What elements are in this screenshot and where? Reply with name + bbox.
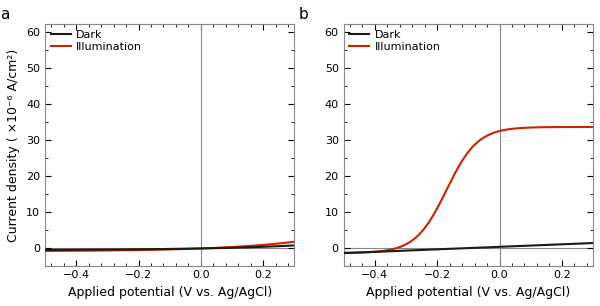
Illumination [154, 248, 161, 252]
Dark [453, 247, 460, 250]
X-axis label: Applied potential (V vs. Ag/AgCl): Applied potential (V vs. Ag/AgCl) [68, 286, 272, 299]
Legend: Dark, Illumination: Dark, Illumination [347, 28, 443, 54]
Illumination [208, 246, 215, 250]
Y-axis label: Current density ( ×10⁻⁶ A/cm²): Current density ( ×10⁻⁶ A/cm²) [7, 48, 20, 242]
Dark [208, 246, 215, 250]
Illumination [384, 248, 391, 252]
Dark [487, 245, 494, 249]
Dark [528, 244, 535, 247]
Dark [188, 247, 196, 251]
Illumination [106, 248, 113, 252]
Text: b: b [299, 7, 308, 22]
Illumination [506, 127, 514, 131]
Illumination [340, 251, 347, 255]
Dark [41, 248, 49, 252]
Line: Illumination: Illumination [45, 242, 295, 251]
Legend: Dark, Illumination: Dark, Illumination [49, 28, 145, 54]
Line: Dark: Dark [344, 243, 593, 253]
Dark [589, 241, 596, 245]
Illumination [291, 240, 298, 244]
Dark [291, 244, 298, 247]
Illumination [589, 125, 596, 129]
Dark [384, 249, 391, 253]
X-axis label: Applied potential (V vs. Ag/AgCl): Applied potential (V vs. Ag/AgCl) [366, 286, 571, 299]
Dark [340, 251, 347, 255]
Line: Dark: Dark [45, 245, 295, 250]
Illumination [404, 241, 412, 245]
Illumination [229, 245, 236, 249]
Text: a: a [0, 7, 10, 22]
Illumination [487, 132, 494, 136]
Dark [506, 244, 514, 248]
Dark [106, 248, 113, 251]
Illumination [528, 126, 535, 129]
Dark [154, 247, 161, 251]
Illumination [41, 249, 49, 253]
Dark [86, 248, 93, 252]
Dark [229, 246, 236, 250]
Dark [404, 249, 412, 252]
Illumination [453, 169, 460, 172]
Line: Illumination: Illumination [344, 127, 593, 253]
Illumination [86, 249, 93, 252]
Illumination [188, 247, 196, 251]
